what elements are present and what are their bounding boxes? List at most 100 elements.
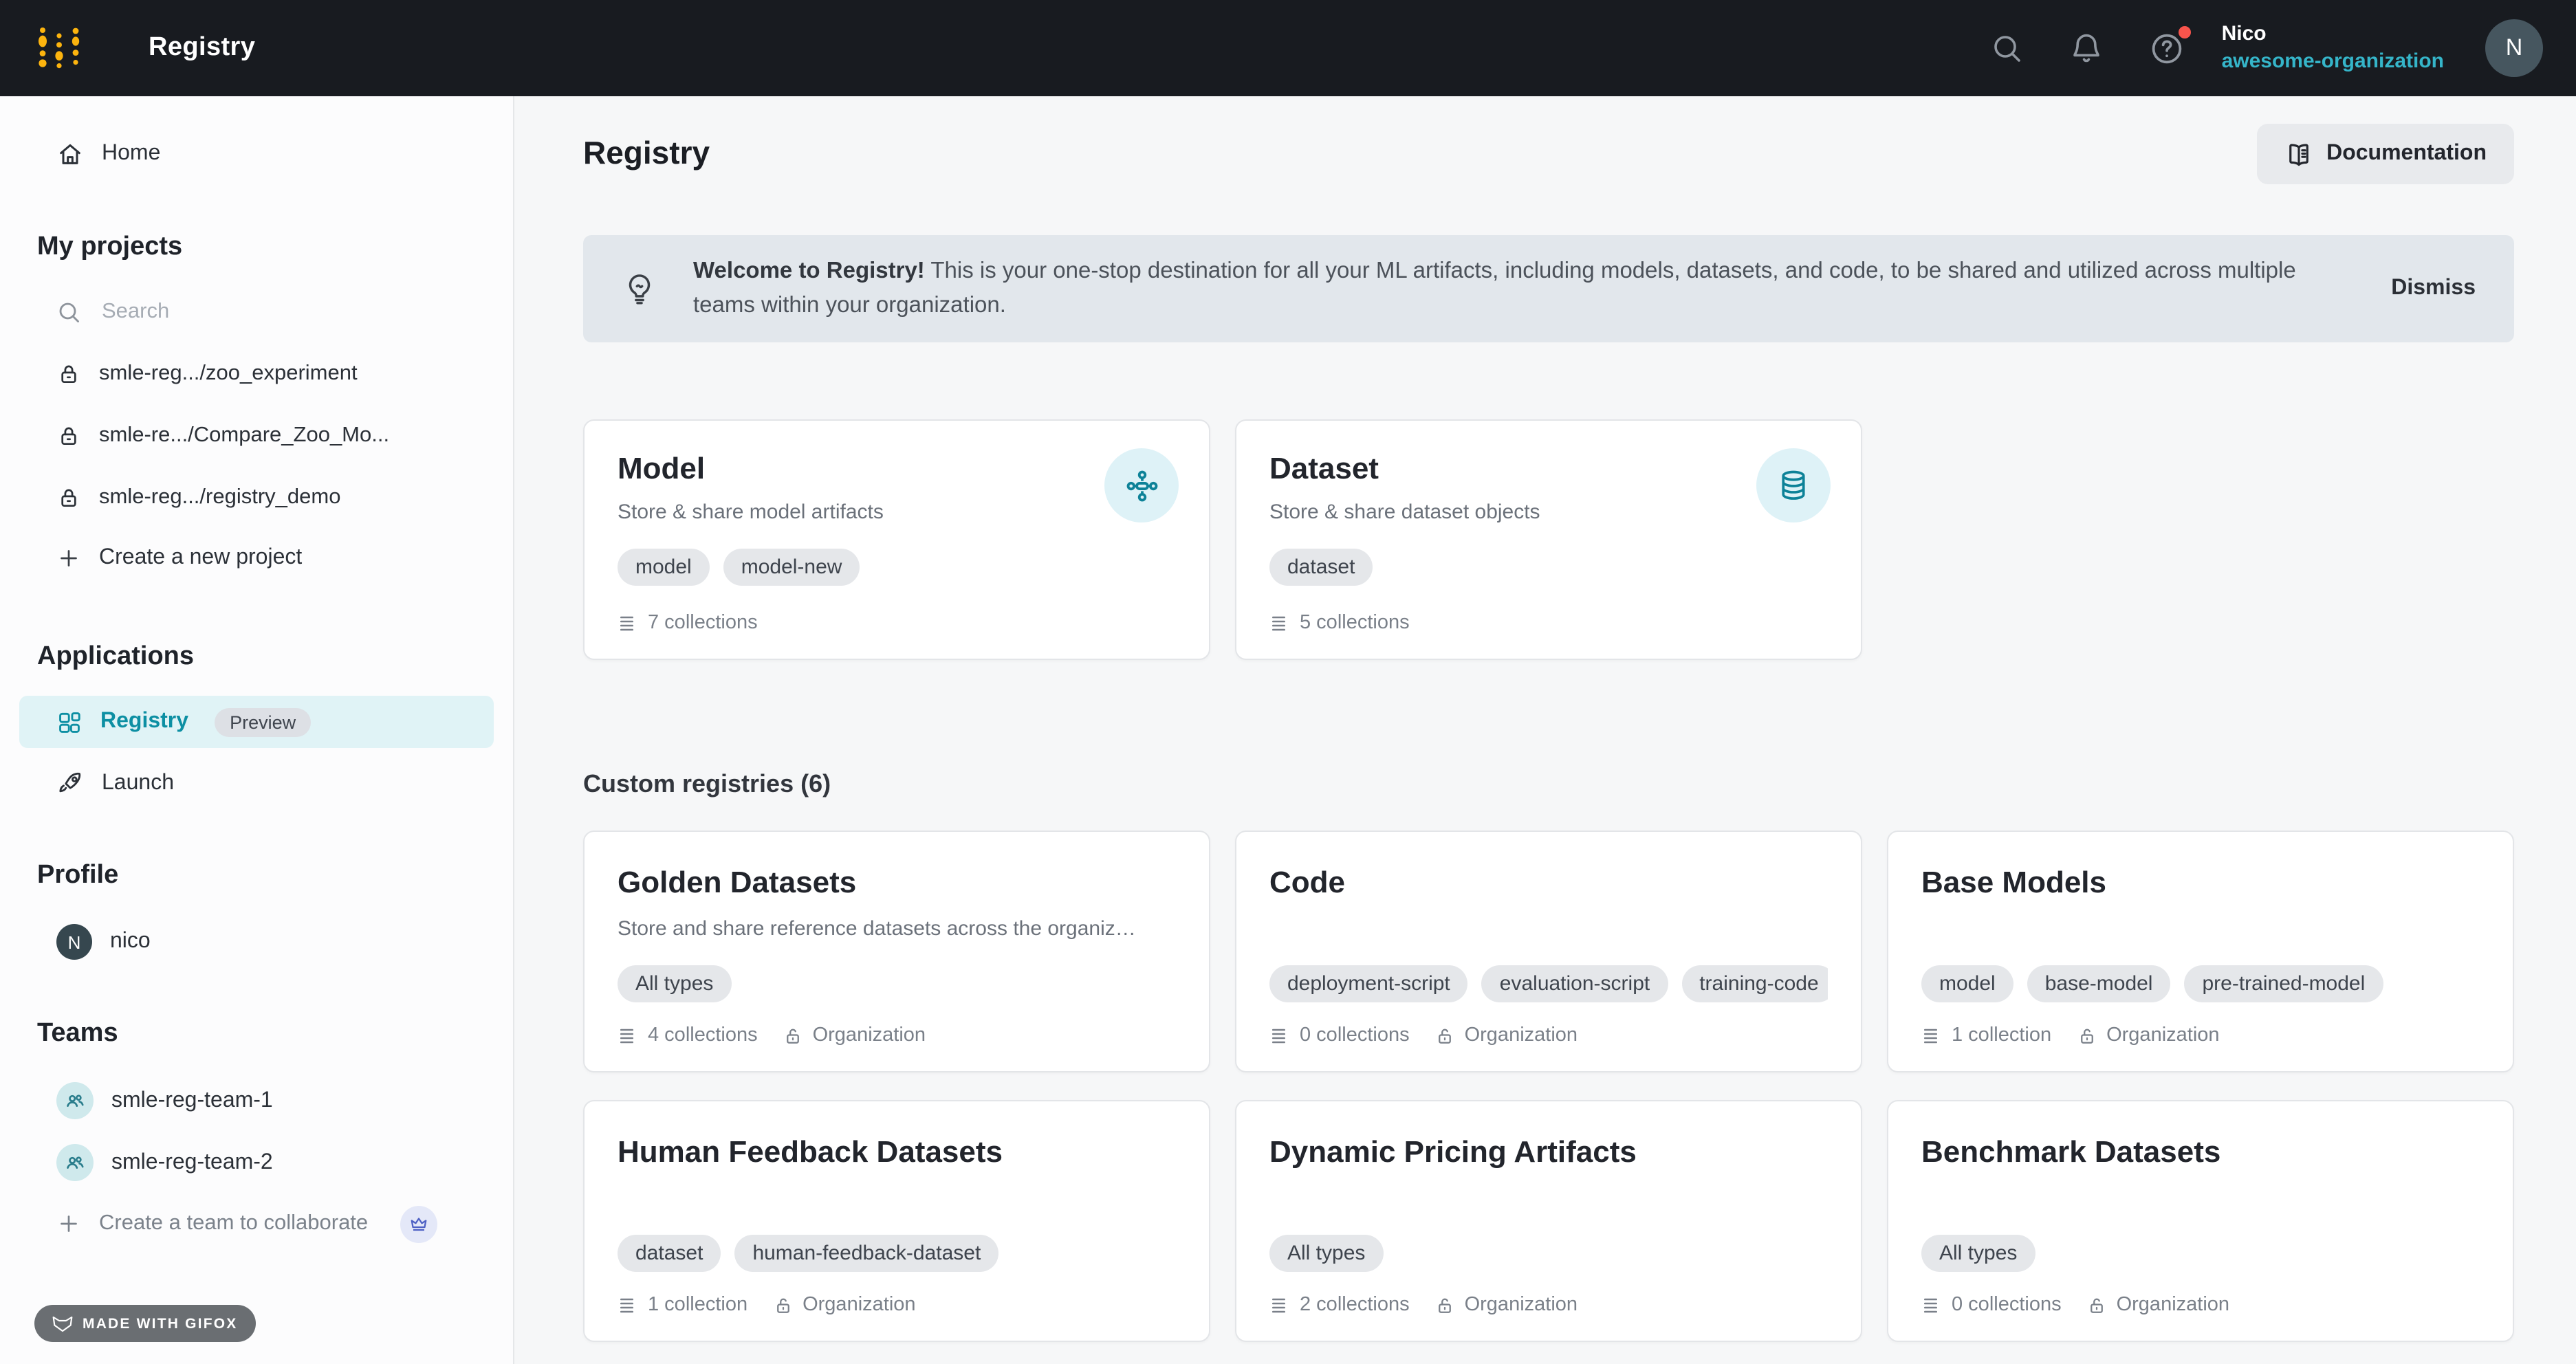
- collections-count: 4 collections: [648, 1024, 758, 1046]
- create-project-button[interactable]: Create a new project: [0, 528, 513, 588]
- profile-header: Profile: [37, 861, 119, 890]
- database-icon: [1782, 470, 1805, 500]
- search-icon: [59, 302, 79, 322]
- my-projects-header: My projects: [37, 232, 183, 261]
- organization-name: awesome-organization: [2221, 50, 2444, 73]
- sidebar-item-profile-user[interactable]: N nico: [0, 912, 513, 972]
- tag-list: deployment-script evaluation-script trai…: [1269, 965, 1828, 1002]
- collections-count: 0 collections: [1300, 1024, 1410, 1046]
- collections-list-icon: [1271, 1297, 1286, 1312]
- profile-username: nico: [110, 930, 151, 953]
- sidebar-item-launch[interactable]: Launch: [0, 754, 513, 814]
- fox-icon: [52, 1315, 73, 1332]
- made-with-gifox-label: MADE WITH GIFOX: [83, 1315, 238, 1332]
- tag: model-new: [723, 549, 860, 586]
- help-icon: [2152, 33, 2181, 63]
- registry-grid-icon: [59, 712, 80, 732]
- collections-list-icon: [1271, 1028, 1286, 1043]
- sidebar-team-item[interactable]: smle-reg-team-1: [0, 1070, 513, 1132]
- card-footer: 5 collections: [1269, 612, 1828, 634]
- plus-icon: [61, 1216, 77, 1232]
- page-title: Registry: [583, 135, 710, 170]
- registry-card-dataset[interactable]: Dataset Store & share dataset objects da…: [1235, 419, 1862, 660]
- card-footer: 1 collection Organization: [618, 1294, 1176, 1316]
- card-footer: 2 collections Organization: [1269, 1294, 1828, 1316]
- collections-count: 1 collection: [1952, 1024, 2052, 1046]
- card-subtitle: Store & share dataset objects: [1269, 500, 1540, 524]
- registry-card-golden-datasets[interactable]: Golden Datasets Store and share referenc…: [583, 830, 1210, 1072]
- registry-card-model[interactable]: Model Store & share model artifacts mode…: [583, 419, 1210, 660]
- collections-count: 7 collections: [648, 612, 758, 634]
- tag-list: model model-new: [618, 549, 1176, 586]
- upgrade-crown-badge: [400, 1205, 437, 1242]
- team-name: smle-reg-team-2: [111, 1150, 273, 1174]
- banner-highlight: Welcome to Registry!: [693, 258, 925, 283]
- team-avatar: [56, 1144, 94, 1181]
- sidebar-team-item[interactable]: smle-reg-team-2: [0, 1132, 513, 1194]
- tag-list: dataset: [1269, 549, 1828, 586]
- registry-card-dynamic-pricing-artifacts[interactable]: Dynamic Pricing Artifacts All types 2 co…: [1235, 1100, 1862, 1342]
- wandb-logo-icon[interactable]: [36, 26, 83, 70]
- card-title: Human Feedback Datasets: [618, 1134, 1003, 1169]
- card-subtitle: Store & share model artifacts: [618, 500, 884, 524]
- projects-search-input[interactable]: [99, 298, 435, 326]
- rocket-icon: [59, 772, 81, 793]
- card-description: Store and share reference datasets acros…: [618, 917, 1136, 940]
- user-menu[interactable]: Nico awesome-organization: [2222, 21, 2444, 76]
- registry-card-base-models[interactable]: Base Models model base-model pre-trained…: [1887, 830, 2514, 1072]
- tag: All types: [1921, 1235, 2035, 1272]
- tag-list: All types: [1921, 1235, 2480, 1272]
- project-name: smle-reg.../zoo_experiment: [99, 361, 358, 384]
- collections-list-icon: [1923, 1028, 1938, 1043]
- documentation-button[interactable]: Documentation: [2256, 124, 2514, 184]
- registry-card-benchmark-datasets[interactable]: Benchmark Datasets All types 0 collectio…: [1887, 1100, 2514, 1342]
- dismiss-button[interactable]: Dismiss: [2391, 276, 2476, 300]
- sidebar-item-home[interactable]: Home: [0, 124, 513, 184]
- collections-list-icon: [1923, 1297, 1938, 1312]
- team-avatar: [56, 1082, 94, 1119]
- notifications-button[interactable]: [2068, 29, 2106, 67]
- banner-body: This is your one-stop destination for al…: [693, 258, 2296, 318]
- tag: All types: [1269, 1235, 1384, 1272]
- tag: evaluation-script: [1481, 965, 1668, 1002]
- top-navbar: Registry: [0, 0, 2576, 96]
- sidebar-project-item[interactable]: smle-reg.../zoo_experiment: [0, 342, 513, 404]
- collections-list-icon: [620, 1028, 634, 1043]
- create-team-button[interactable]: Create a team to collaborate: [0, 1194, 513, 1254]
- registry-card-code[interactable]: Code deployment-script evaluation-script…: [1235, 830, 1862, 1072]
- sidebar-project-item[interactable]: smle-re.../Compare_Zoo_Mo...: [0, 404, 513, 466]
- tag: deployment-script: [1269, 965, 1468, 1002]
- lock-icon: [61, 488, 76, 507]
- card-title: Dynamic Pricing Artifacts: [1269, 1134, 1637, 1169]
- users-icon: [67, 1094, 84, 1107]
- card-footer: 0 collections Organization: [1269, 1024, 1828, 1046]
- card-footer: 7 collections: [618, 612, 1176, 634]
- tag-list: All types: [1269, 1235, 1828, 1272]
- search-icon: [1994, 36, 2021, 62]
- help-button[interactable]: [2148, 26, 2192, 67]
- sidebar-item-registry[interactable]: Registry Preview: [19, 696, 494, 748]
- documentation-label: Documentation: [2326, 142, 2487, 165]
- made-with-gifox-badge: MADE WITH GIFOX: [34, 1305, 256, 1342]
- sidebar-project-item[interactable]: smle-reg.../registry_demo: [0, 466, 513, 528]
- create-team-label: Create a team to collaborate: [99, 1211, 369, 1235]
- card-icon-bubble: [1104, 448, 1179, 522]
- book-icon: [2289, 143, 2308, 166]
- lock-icon: [61, 426, 76, 445]
- registry-card-human-feedback-datasets[interactable]: Human Feedback Datasets dataset human-fe…: [583, 1100, 1210, 1342]
- tag-list: dataset human-feedback-dataset: [618, 1235, 1176, 1272]
- custom-registries-header: Custom registries (6): [583, 770, 831, 798]
- collections-list-icon: [1271, 615, 1286, 630]
- bell-icon: [2073, 34, 2100, 63]
- avatar[interactable]: N: [2485, 19, 2543, 77]
- projects-search[interactable]: [0, 282, 513, 342]
- user-name: Nico: [2221, 21, 2267, 45]
- collections-count: 0 collections: [1952, 1294, 2062, 1316]
- banner-message: Welcome to Registry! This is your one-st…: [693, 254, 2350, 323]
- lock-icon: [61, 364, 76, 383]
- card-title: Code: [1269, 865, 1345, 899]
- search-button[interactable]: [1988, 29, 2027, 67]
- unlock-icon: [1438, 1297, 1451, 1312]
- team-name: smle-reg-team-1: [111, 1088, 273, 1112]
- tag: pre-trained-model: [2184, 965, 2383, 1002]
